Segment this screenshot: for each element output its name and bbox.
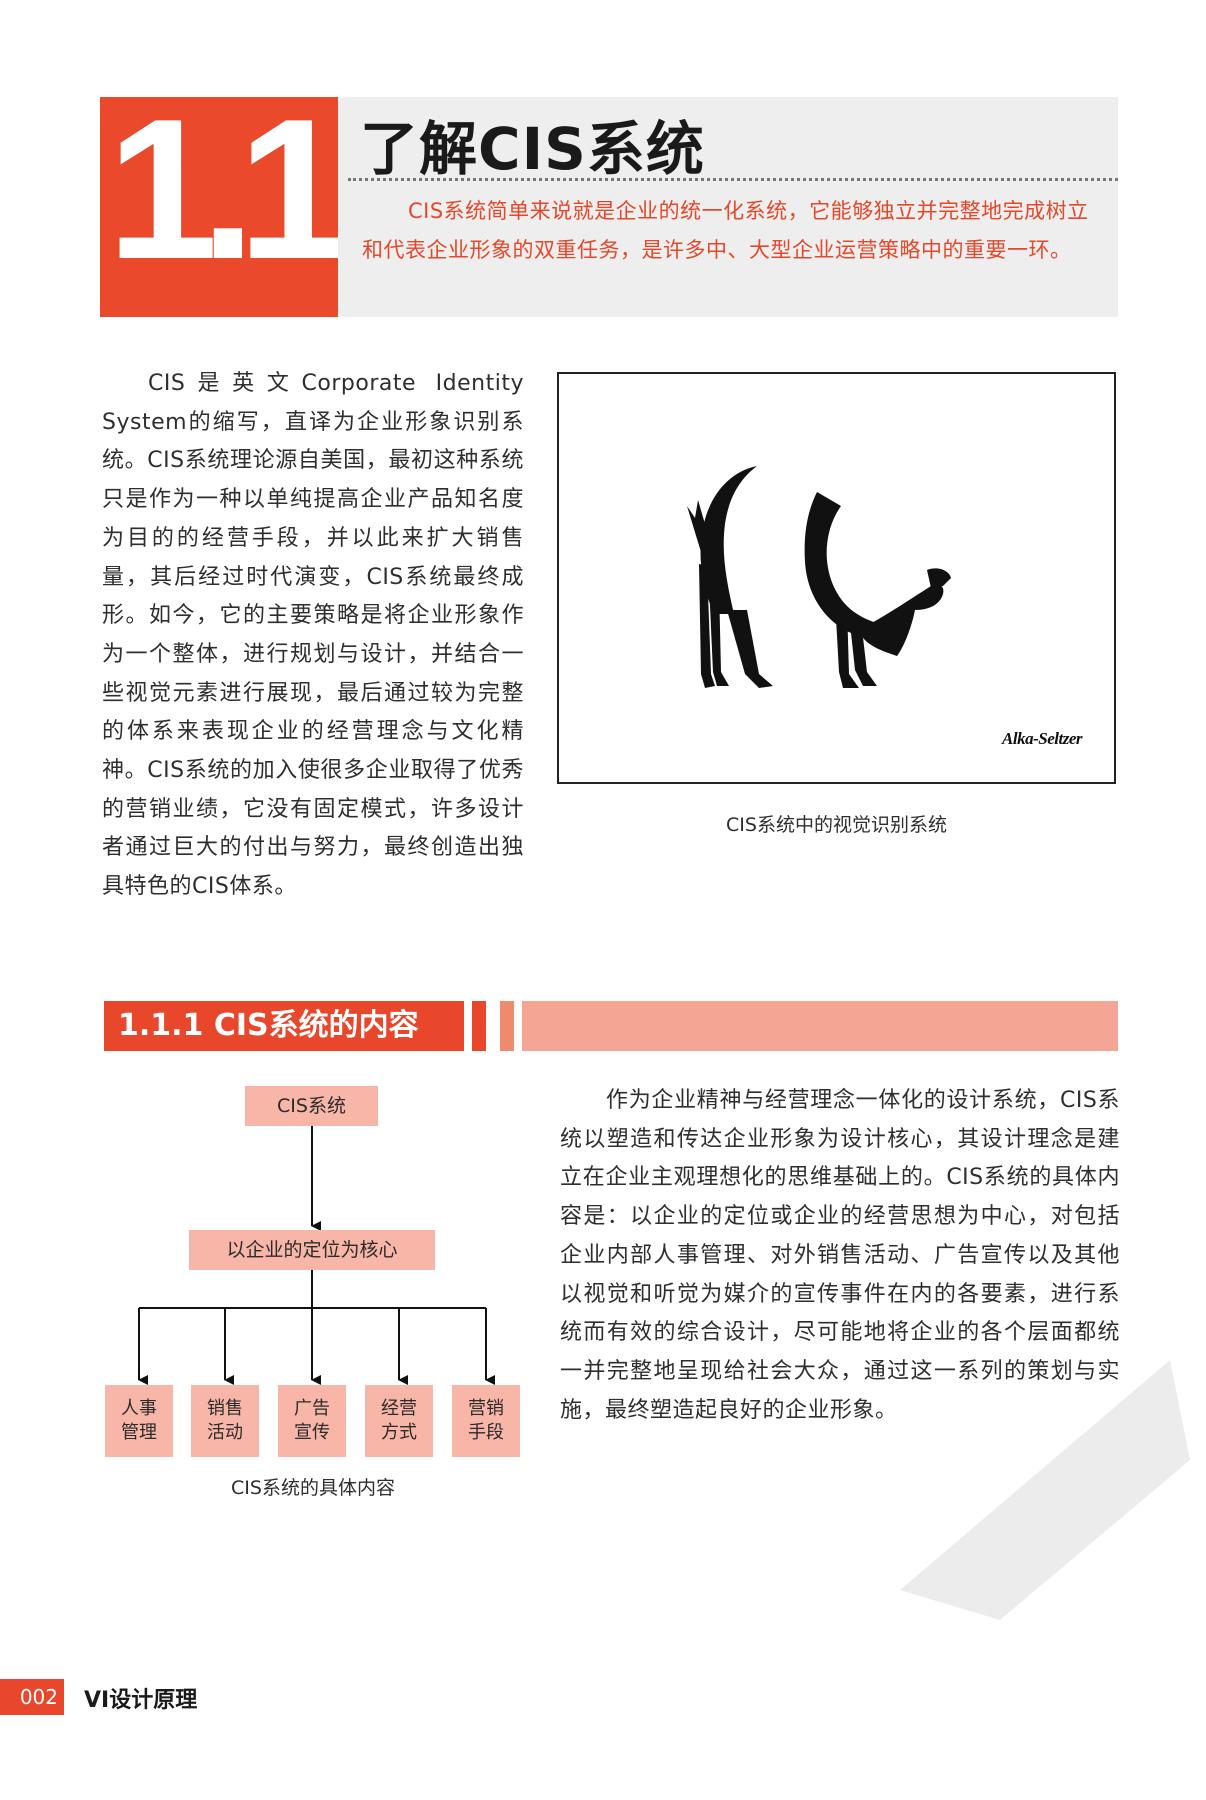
- diagram-leaf-node: 广告 宣传: [278, 1385, 346, 1457]
- right-figure-leg1: [835, 600, 859, 688]
- diagram-leaf-node: 人事 管理: [105, 1385, 173, 1457]
- subsection-stripe: [472, 1001, 486, 1051]
- chapter-number: 1.1: [106, 78, 349, 301]
- content-paragraph: 作为企业精神与经营理念一体化的设计系统，CIS系统以塑造和传达企业形象为设计核心…: [560, 1088, 1120, 1423]
- right-figure-tail: [859, 584, 944, 656]
- leaf-line: 广告: [294, 1398, 330, 1419]
- right-figure-head: [927, 568, 951, 588]
- silhouette-illustration: [687, 466, 951, 688]
- leaf-line: 经营: [381, 1398, 417, 1419]
- watermark-stamp: PDG: [900, 1360, 1190, 1620]
- figure-caption: CIS系统中的视觉识别系统: [726, 814, 947, 836]
- running-title: VI设计原理: [84, 1688, 198, 1713]
- leaf-line: 方式: [381, 1422, 417, 1443]
- chapter-intro: CIS系统简单来说就是企业的统一化系统，它能够独立并完整地完成树立和代表企业形象…: [362, 199, 1089, 262]
- brand-ad-image: Alka-Seltzer: [557, 372, 1116, 784]
- chapter-header-panel: [338, 97, 1118, 317]
- chapter-number-block: [100, 97, 338, 317]
- dotted-divider: [348, 178, 1118, 181]
- leaf-line: 手段: [468, 1422, 504, 1443]
- diagram-core-node: 以企业的定位为核心: [189, 1230, 435, 1270]
- left-figure-head: [687, 500, 705, 552]
- leaf-line: 销售: [207, 1398, 243, 1419]
- leaf-line: 宣传: [294, 1422, 330, 1443]
- subsection-band: [522, 1001, 1118, 1051]
- subsection-title: 1.1.1 CIS系统的内容: [104, 1001, 464, 1051]
- subsection-stripe: [500, 1001, 514, 1051]
- brand-logo: Alka-Seltzer: [1002, 729, 1082, 748]
- diagram-leaf-node: 营销 手段: [452, 1385, 520, 1457]
- diagram-root-node: CIS系统: [245, 1086, 378, 1126]
- diagram-leaf-node: 经营 方式: [365, 1385, 433, 1457]
- leaf-line: 管理: [121, 1422, 157, 1443]
- intro-paragraph: CIS是英文Corporate Identity System的缩写，直译为企业…: [102, 371, 524, 900]
- left-figure-body: [700, 466, 757, 614]
- right-figure-leg2: [849, 614, 877, 686]
- diagram-connectors: [138, 1126, 495, 1385]
- diagram-caption: CIS系统的具体内容: [231, 1477, 395, 1499]
- page-number: 002: [0, 1679, 64, 1715]
- leaf-line: 活动: [207, 1422, 243, 1443]
- left-figure-leg1: [699, 564, 715, 688]
- leaf-line: 人事: [121, 1398, 157, 1419]
- left-figure-leg2: [709, 584, 729, 686]
- chapter-title: 了解CIS系统: [360, 115, 705, 183]
- left-figure-leg3: [727, 610, 773, 688]
- right-figure-body: [804, 492, 889, 636]
- cis-content-diagram: CIS系统 以企业的定位为核心 人事 管理 销售 活动 广告 宣传 经营 方式 …: [100, 1080, 526, 1470]
- diagram-leaf-node: 销售 活动: [191, 1385, 259, 1457]
- leaf-line: 营销: [468, 1398, 504, 1419]
